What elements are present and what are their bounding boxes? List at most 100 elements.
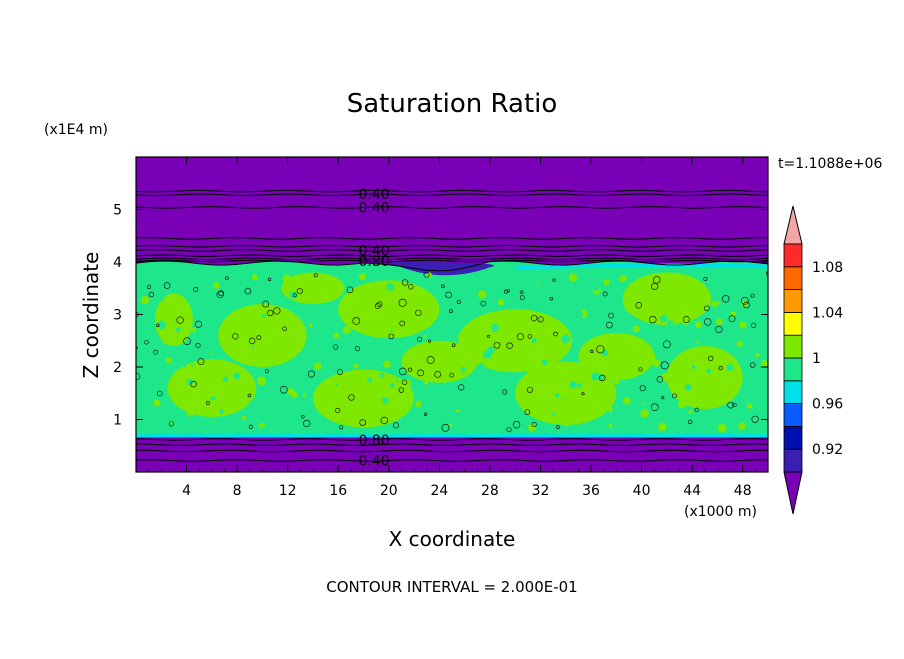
field-contour-ring [183, 337, 191, 345]
field-contour-ring [506, 289, 510, 293]
field-speckle [414, 400, 422, 408]
field-speckle [190, 363, 194, 367]
field-speckle [153, 399, 161, 407]
field-contour-ring [650, 403, 659, 412]
field-contour-line [136, 260, 768, 272]
field-speckle [183, 364, 187, 368]
field-speckle [180, 426, 188, 433]
field-speckle [386, 283, 395, 291]
field-speckle [568, 362, 577, 370]
field-contour-ring [703, 318, 712, 326]
field-speckle [314, 362, 322, 370]
contour-label: 0.80 [358, 433, 389, 449]
field-speckle [186, 413, 189, 416]
field-speckle [231, 418, 237, 425]
y-tick-label: 1 [113, 413, 122, 429]
field-contour-ring [380, 416, 389, 425]
x-tick-label: 28 [481, 483, 499, 499]
field-contour-ring [273, 307, 281, 315]
field-speckle [353, 363, 359, 369]
field-speckle [738, 422, 746, 430]
field-speckle [553, 281, 559, 288]
field-contour-ring [749, 362, 756, 368]
field-speckle [152, 296, 156, 299]
field-speckle [196, 295, 201, 300]
field-contour-ring [144, 340, 149, 345]
colorbar-label: 1.08 [812, 260, 843, 276]
field-contour-ring [267, 277, 272, 282]
field-contour-ring [267, 309, 274, 317]
field-speckle [241, 415, 246, 420]
x-tick-label: 12 [279, 483, 297, 499]
y-axis-unit: (x1E4 m) [44, 122, 108, 138]
field-contour-ring [661, 396, 665, 400]
field-speckle [575, 365, 582, 372]
field-speckle [691, 365, 696, 370]
x-tick-label: 48 [734, 483, 752, 499]
field-speckle [169, 421, 173, 425]
field-speckle [760, 394, 767, 401]
field-contour-ring [408, 367, 413, 372]
colorbar-arrow-low [783, 471, 803, 515]
field-speckle [569, 381, 577, 389]
field-contour-ring [649, 315, 657, 324]
field-speckle [175, 370, 182, 377]
contour-label: 0.40 [358, 200, 389, 216]
field-contour-ring [635, 302, 642, 309]
field-contour-ring [398, 367, 407, 376]
x-tick-label: 40 [633, 483, 651, 499]
field-speckle [710, 284, 715, 290]
field-speckle [187, 409, 195, 417]
field-speckle [251, 274, 258, 281]
field-contour-line [136, 249, 768, 252]
x-axis-unit: (x1000 m) [684, 504, 757, 520]
field-speckle [615, 340, 618, 343]
field-contour-ring [480, 300, 486, 307]
field-speckle [455, 409, 460, 413]
field-speckle [681, 419, 690, 427]
colorbar-label: 1.04 [812, 305, 843, 321]
field-speckle [691, 390, 696, 396]
field-speckle [395, 413, 400, 418]
field-contour-ring [516, 333, 524, 341]
field-speckle [695, 321, 702, 328]
field-speckle [608, 423, 613, 428]
field-contour-ring [694, 407, 699, 412]
field-contour-ring [156, 323, 160, 328]
field-contour-ring [653, 276, 661, 284]
field-contour-ring [301, 415, 305, 419]
time-label: t=1.1088e+06 [778, 156, 882, 172]
field-contour-ring [392, 422, 399, 429]
field-speckle [609, 341, 617, 348]
field-speckle [424, 381, 429, 385]
colorbar-swatch [783, 289, 803, 313]
field-contour-ring [248, 424, 254, 429]
field-contour-ring [751, 415, 759, 423]
field-contour-ring [750, 293, 755, 298]
field-contour-line [136, 193, 768, 196]
field-speckle [335, 383, 338, 386]
field-speckle [642, 401, 645, 405]
chart-title: Saturation Ratio [347, 89, 558, 119]
field-contour-ring [168, 421, 175, 427]
colorbar-swatch [783, 334, 803, 359]
field-speckle [661, 372, 671, 382]
field-contour-ring [190, 380, 197, 388]
field-speckle [423, 294, 433, 304]
field-speckle [186, 378, 193, 385]
field-contour-line [136, 206, 768, 209]
field-speckle [342, 326, 351, 335]
field-speckle [559, 330, 565, 336]
field-speckle [572, 332, 575, 335]
field-speckle [673, 344, 676, 347]
colorbar-label: 0.96 [812, 397, 843, 413]
field-contour-ring [374, 303, 381, 309]
field-speckle [589, 404, 593, 408]
field-speckle [140, 394, 143, 398]
colorbar: 0.92 0.96 1 1.04 1.08 [783, 205, 843, 515]
colorbar-swatch [783, 266, 803, 290]
field-speckle [209, 392, 214, 398]
field-speckle [564, 292, 568, 296]
field-contour-ring [519, 290, 524, 295]
field-speckle [572, 286, 576, 291]
